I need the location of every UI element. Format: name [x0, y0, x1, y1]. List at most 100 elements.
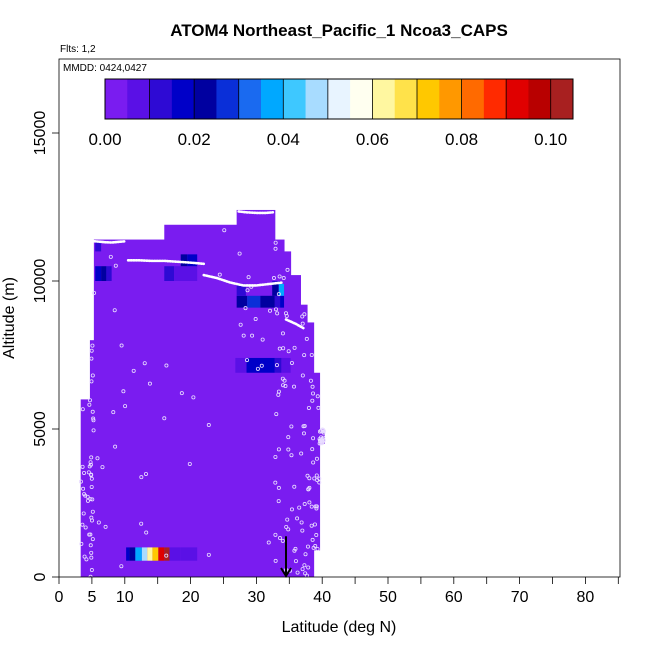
sample-marker	[280, 331, 285, 336]
flight-track	[90, 239, 127, 244]
colorbar-swatch	[261, 79, 284, 119]
sample-marker	[123, 404, 128, 409]
sample-marker	[246, 275, 251, 280]
sample-marker	[286, 435, 291, 440]
sample-marker	[268, 308, 273, 313]
sample-marker	[297, 505, 302, 510]
heatmap-cell	[246, 357, 275, 373]
heatmap-cell	[126, 547, 130, 561]
colorbar-swatch	[327, 79, 351, 119]
sample-marker	[274, 412, 279, 417]
sample-marker	[314, 473, 319, 478]
colorbar-swatch	[417, 79, 440, 119]
x-tick-label: 5	[87, 589, 96, 606]
sample-marker	[293, 546, 298, 551]
sample-marker	[315, 394, 320, 399]
sample-marker	[306, 487, 311, 492]
sample-marker	[314, 504, 319, 509]
sample-marker	[179, 391, 184, 396]
sample-marker	[310, 398, 315, 403]
sample-marker	[299, 451, 304, 456]
annotation-arrow	[280, 536, 292, 578]
heatmap-cell	[106, 266, 112, 281]
colorbar-swatch	[506, 79, 529, 119]
y-tick-label: 15000	[32, 111, 49, 156]
flight-tracks	[90, 210, 306, 330]
sample-marker	[300, 373, 305, 378]
heatmap-cell	[187, 254, 198, 267]
heatmap-cell	[274, 295, 281, 308]
heatmap-cell	[281, 357, 291, 373]
colorbar-swatch	[394, 79, 418, 119]
sample-marker	[90, 373, 95, 378]
sample-marker	[142, 361, 147, 366]
sample-marker	[283, 384, 288, 389]
sample-marker	[80, 464, 85, 469]
sample-marker	[309, 523, 314, 528]
y-axis: 0 5000 10000 15000	[32, 111, 59, 581]
sample-marker	[311, 545, 316, 550]
sample-marker	[302, 502, 307, 507]
sample-marker	[276, 389, 281, 394]
sample-marker	[289, 360, 294, 365]
heatmap-cell	[95, 266, 102, 281]
sample-marker	[299, 520, 304, 525]
coverage-column	[80, 399, 91, 577]
sample-marker	[284, 524, 289, 529]
x-tick-label: 70	[511, 589, 529, 606]
colorbar-tick-label: 0.08	[445, 130, 478, 149]
colorbar-swatch	[105, 79, 128, 119]
sample-marker	[100, 465, 105, 470]
sample-marker	[259, 363, 264, 368]
sample-marker	[318, 439, 323, 444]
sample-marker	[81, 486, 86, 491]
sample-marker	[85, 498, 90, 503]
sample-marker	[285, 267, 290, 272]
sample-marker	[88, 532, 93, 537]
flight-track	[202, 273, 285, 287]
sample-marker	[295, 516, 300, 521]
sample-marker	[162, 416, 167, 421]
sample-marker	[286, 447, 291, 452]
coverage-column	[93, 239, 165, 577]
x-axis: 0 5 10 20 30 40 50 60 70 80	[55, 577, 619, 606]
sample-marker	[276, 499, 281, 504]
colorbar-swatch	[372, 79, 396, 119]
sample-marker	[90, 497, 95, 502]
coverage-column	[236, 209, 276, 577]
sample-marker	[103, 524, 108, 529]
sample-marker	[306, 405, 311, 410]
sample-marker	[206, 552, 211, 557]
colorbar-tick-label: 0.06	[356, 130, 389, 149]
sample-marker	[286, 527, 291, 532]
sample-marker	[318, 440, 323, 445]
sample-marker	[292, 384, 297, 389]
sample-marker	[81, 511, 86, 516]
sample-marker	[307, 500, 312, 505]
colorbar-tick-labels: 0.00 0.02 0.04 0.06 0.08 0.10	[88, 130, 567, 149]
sample-marker	[164, 363, 169, 368]
sample-marker	[80, 407, 85, 412]
sample-marker	[90, 409, 95, 414]
sample-marker	[191, 395, 196, 400]
sample-marker	[241, 333, 246, 338]
sample-marker	[300, 528, 305, 533]
heatmap-cell	[236, 295, 248, 308]
sample-marker	[88, 497, 93, 502]
sample-marker	[89, 379, 94, 384]
sample-marker	[305, 544, 310, 549]
sample-marker	[91, 416, 96, 421]
colorbar-swatch	[305, 79, 329, 119]
sample-marker	[300, 314, 305, 319]
sample-marker	[302, 563, 307, 568]
sample-marker	[276, 447, 281, 452]
sample-marker	[292, 345, 297, 350]
heatmap-cell	[135, 547, 142, 561]
sample-marker	[317, 480, 322, 485]
sample-marker	[89, 555, 94, 560]
sample-marker	[314, 506, 319, 511]
heatmap-cell	[247, 295, 261, 308]
sample-marker	[90, 537, 95, 542]
sample-marker	[302, 312, 307, 317]
sample-marker	[78, 479, 83, 484]
